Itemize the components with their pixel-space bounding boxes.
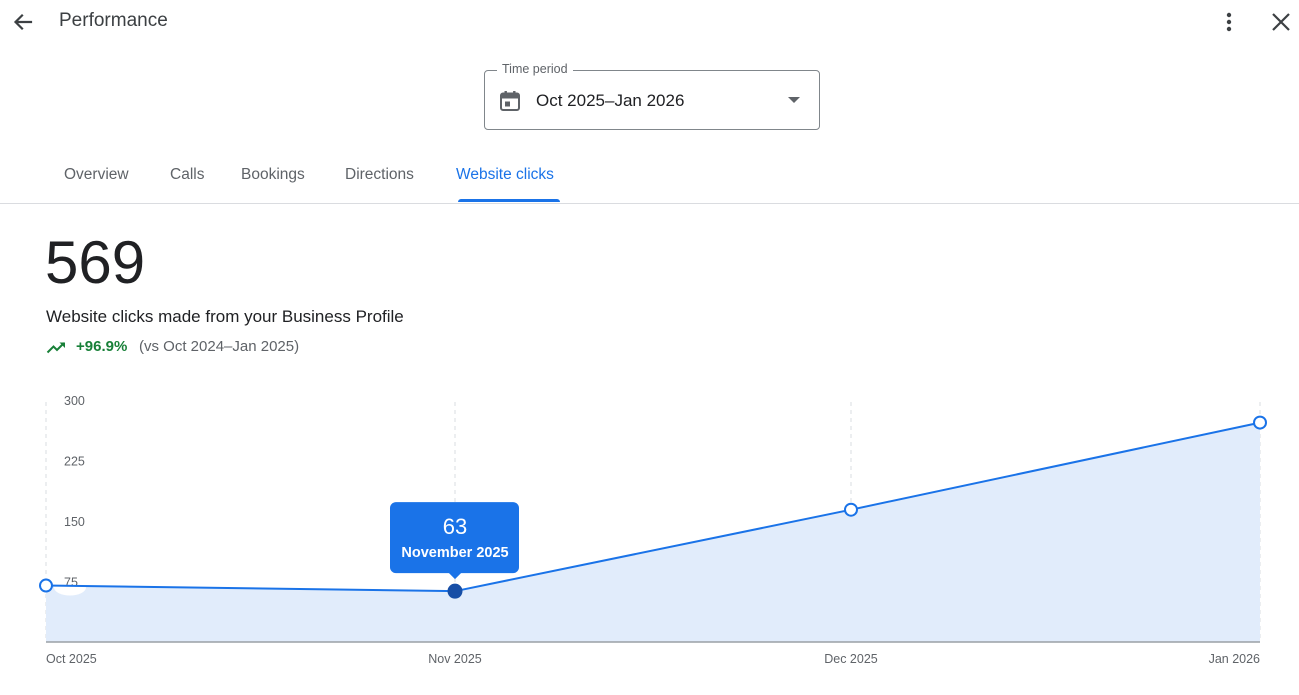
x-tick-label: Nov 2025 (428, 652, 482, 666)
trending-up-icon (46, 342, 65, 354)
tooltip-pointer (448, 572, 462, 580)
data-point (1253, 415, 1267, 430)
tab-bookings[interactable]: Bookings (241, 166, 305, 183)
x-tick-label: Jan 2026 (1209, 652, 1260, 666)
more-options-button[interactable] (1217, 8, 1241, 36)
x-tick-label: Dec 2025 (824, 652, 878, 666)
arrow-back-icon (13, 13, 33, 31)
y-tick-label: 225 (64, 455, 85, 469)
y-tick-label-bg (54, 579, 86, 596)
time-period-select[interactable]: Time period Oct 2025–Jan 2026 (484, 62, 820, 130)
y-tick-label: 150 (64, 515, 85, 529)
change-percent: +96.9% (76, 338, 128, 355)
dropdown-arrow-icon (788, 97, 800, 103)
tooltip-box (390, 502, 519, 574)
active-tab-indicator (458, 199, 560, 202)
close-button[interactable] (1268, 9, 1294, 35)
tab-overview[interactable]: Overview (64, 166, 129, 183)
tab-website-clicks[interactable]: Website clicks (456, 166, 554, 183)
data-point (39, 578, 53, 593)
x-tick-label: Oct 2025 (46, 652, 97, 666)
y-tick-label: 300 (64, 394, 85, 408)
top-app-bar: Performance (0, 0, 1299, 44)
area-fill (46, 422, 1260, 642)
close-icon (1272, 13, 1290, 31)
page-title: Performance (59, 10, 168, 31)
data-point (447, 583, 463, 599)
metric-tabs: Overview Calls Bookings Directions Websi… (0, 152, 1299, 204)
tooltip-label: November 2025 (401, 545, 508, 561)
calendar-icon (500, 91, 520, 111)
data-point (844, 502, 858, 517)
time-period-value: Oct 2025–Jan 2026 (536, 91, 685, 110)
total-website-clicks: 569 (45, 229, 146, 296)
y-tick-label: 75 (64, 576, 78, 590)
more-vert-icon (1226, 12, 1232, 32)
tooltip-value: 63 (443, 514, 467, 539)
website-clicks-chart: 75 150 225 300 Oct 2025 Nov 2025 Dec 2025 Jan 2… (39, 394, 1267, 666)
metric-description: Website clicks made from your Business P… (46, 307, 404, 326)
tab-calls[interactable]: Calls (170, 166, 205, 183)
comparison-period: (vs Oct 2024–Jan 2025) (139, 338, 300, 355)
tab-directions[interactable]: Directions (345, 166, 414, 183)
back-button[interactable] (9, 8, 37, 36)
time-period-label: Time period (497, 62, 573, 76)
series-line (45, 421, 1261, 593)
